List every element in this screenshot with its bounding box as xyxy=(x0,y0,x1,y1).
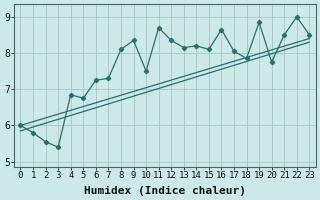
X-axis label: Humidex (Indice chaleur): Humidex (Indice chaleur) xyxy=(84,186,246,196)
